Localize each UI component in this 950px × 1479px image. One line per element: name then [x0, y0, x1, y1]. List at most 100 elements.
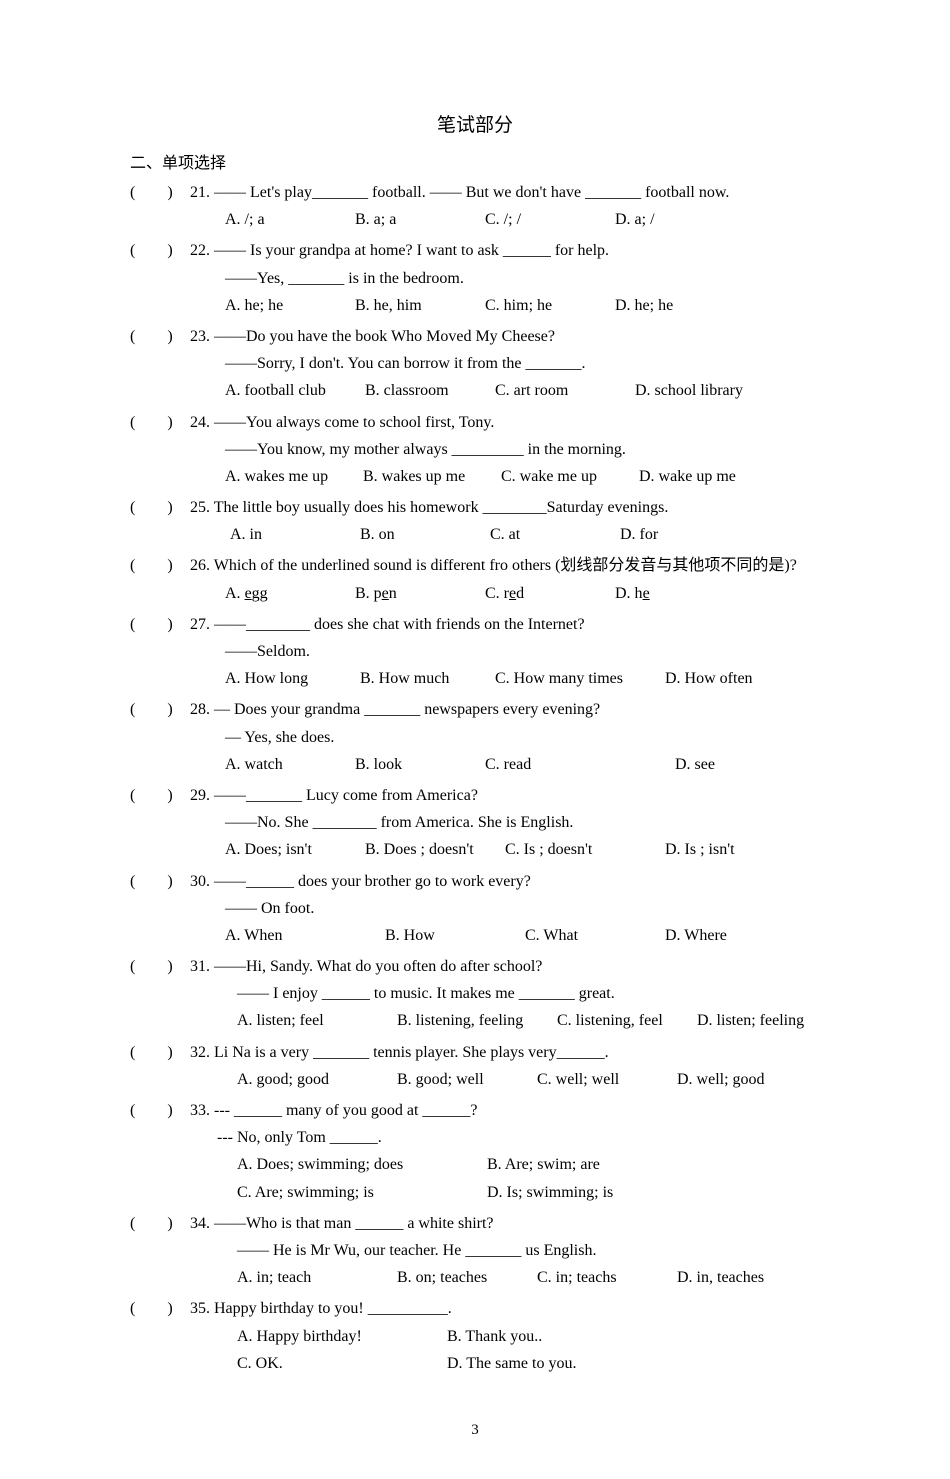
option-a: A. in: [230, 521, 360, 548]
question-22: ( ) 22. —— Is your grandpa at home? I wa…: [130, 237, 820, 319]
option-a: A. he; he: [225, 292, 355, 319]
option-c: C. /; /: [485, 206, 615, 233]
question-text: 23. ——Do you have the book Who Moved My …: [190, 323, 820, 405]
option-d: D. he: [615, 580, 745, 607]
answer-blank: ( ): [130, 179, 190, 206]
question-33: ( ) 33. --- ______ many of you good at _…: [130, 1097, 820, 1206]
option-b: B. Thank you..: [447, 1323, 552, 1350]
option-b: B. pen: [355, 580, 485, 607]
option-a: A. in; teach: [237, 1264, 397, 1291]
option-a: A. Does; swimming; does: [237, 1151, 487, 1178]
question-26: ( ) 26. Which of the underlined sound is…: [130, 552, 820, 606]
answer-blank: ( ): [130, 696, 190, 723]
question-text: 30. ——______ does your brother go to wor…: [190, 868, 820, 950]
question-text: 26. Which of the underlined sound is dif…: [190, 552, 820, 606]
answer-blank: ( ): [130, 868, 190, 895]
option-c: C. OK.: [237, 1350, 447, 1377]
option-b: B. look: [355, 751, 485, 778]
page-container: 笔试部分 二、单项选择 ( ) 21. —— Let's play_______…: [0, 0, 950, 1479]
question-text: 35. Happy birthday to you! __________. A…: [190, 1295, 820, 1377]
option-d: D. Is ; isn't: [665, 836, 745, 863]
page-title: 笔试部分: [130, 110, 820, 137]
option-b: B. Does ; doesn't: [365, 836, 505, 863]
option-c: C. red: [485, 580, 615, 607]
option-a: A. watch: [225, 751, 355, 778]
option-c: C. wake me up: [501, 463, 639, 490]
option-c: C. read: [485, 751, 675, 778]
option-a: A. wakes me up: [225, 463, 363, 490]
question-28: ( ) 28. — Does your grandma _______ news…: [130, 696, 820, 778]
question-24: ( ) 24. ——You always come to school firs…: [130, 409, 820, 491]
page-number: 3: [130, 1422, 820, 1439]
option-d: D. well; good: [677, 1066, 775, 1093]
option-d: D. Where: [665, 922, 737, 949]
section-label: 二、单项选择: [130, 149, 820, 173]
option-a: A. football club: [225, 377, 365, 404]
answer-blank: ( ): [130, 1295, 190, 1322]
option-c: C. well; well: [537, 1066, 677, 1093]
question-text: 27. ——________ does she chat with friend…: [190, 611, 820, 693]
option-b: B. classroom: [365, 377, 495, 404]
option-d: D. The same to you.: [447, 1350, 586, 1377]
option-d: D. he; he: [615, 292, 745, 319]
option-b: B. listening, feeling: [397, 1007, 557, 1034]
answer-blank: ( ): [130, 611, 190, 638]
answer-blank: ( ): [130, 552, 190, 579]
option-b: B. on; teaches: [397, 1264, 537, 1291]
option-a: A. /; a: [225, 206, 355, 233]
question-27: ( ) 27. ——________ does she chat with fr…: [130, 611, 820, 693]
option-d: D. for: [620, 521, 750, 548]
option-a: A. When: [225, 922, 385, 949]
option-a: A. Happy birthday!: [237, 1323, 447, 1350]
option-b: B. good; well: [397, 1066, 537, 1093]
option-b: B. he, him: [355, 292, 485, 319]
option-b: B. wakes up me: [363, 463, 501, 490]
option-a: A. How long: [225, 665, 360, 692]
option-d: D. Is; swimming; is: [487, 1179, 737, 1206]
option-c: C. What: [525, 922, 665, 949]
answer-blank: ( ): [130, 237, 190, 264]
answer-blank: ( ): [130, 1210, 190, 1237]
option-c: C. How many times: [495, 665, 665, 692]
option-c: C. Are; swimming; is: [237, 1179, 487, 1206]
answer-blank: ( ): [130, 1039, 190, 1066]
option-c: C. him; he: [485, 292, 615, 319]
option-d: D. school library: [635, 377, 753, 404]
answer-blank: ( ): [130, 409, 190, 436]
question-29: ( ) 29. ——_______ Lucy come from America…: [130, 782, 820, 864]
question-text: 22. —— Is your grandpa at home? I want t…: [190, 237, 820, 319]
question-text: 28. — Does your grandma _______ newspape…: [190, 696, 820, 778]
option-d: D. see: [675, 751, 725, 778]
question-23: ( ) 23. ——Do you have the book Who Moved…: [130, 323, 820, 405]
option-b: B. How: [385, 922, 525, 949]
option-a: A. listen; feel: [237, 1007, 397, 1034]
option-c: C. at: [490, 521, 620, 548]
option-b: B. How much: [360, 665, 495, 692]
option-c: C. art room: [495, 377, 635, 404]
question-text: 25. The little boy usually does his home…: [190, 494, 820, 548]
question-text: 31. ——Hi, Sandy. What do you often do af…: [190, 953, 820, 1035]
question-21: ( ) 21. —— Let's play_______ football. —…: [130, 179, 820, 233]
answer-blank: ( ): [130, 953, 190, 980]
question-text: 29. ——_______ Lucy come from America? ——…: [190, 782, 820, 864]
question-34: ( ) 34. ——Who is that man ______ a white…: [130, 1210, 820, 1292]
answer-blank: ( ): [130, 323, 190, 350]
question-31: ( ) 31. ——Hi, Sandy. What do you often d…: [130, 953, 820, 1035]
question-text: 32. Li Na is a very _______ tennis playe…: [190, 1039, 820, 1093]
option-a: A. egg: [225, 580, 355, 607]
question-text: 21. —— Let's play_______ football. —— Bu…: [190, 179, 820, 233]
option-d: D. wake up me: [639, 463, 746, 490]
question-35: ( ) 35. Happy birthday to you! _________…: [130, 1295, 820, 1377]
question-text: 34. ——Who is that man ______ a white shi…: [190, 1210, 820, 1292]
question-text: 24. ——You always come to school first, T…: [190, 409, 820, 491]
option-d: D. listen; feeling: [697, 1007, 814, 1034]
answer-blank: ( ): [130, 782, 190, 809]
answer-blank: ( ): [130, 494, 190, 521]
option-d: D. in, teaches: [677, 1264, 774, 1291]
question-text: 33. --- ______ many of you good at _____…: [190, 1097, 820, 1206]
question-30: ( ) 30. ——______ does your brother go to…: [130, 868, 820, 950]
option-c: C. listening, feel: [557, 1007, 697, 1034]
option-b: B. Are; swim; are: [487, 1151, 737, 1178]
question-25: ( ) 25. The little boy usually does his …: [130, 494, 820, 548]
option-a: A. good; good: [237, 1066, 397, 1093]
